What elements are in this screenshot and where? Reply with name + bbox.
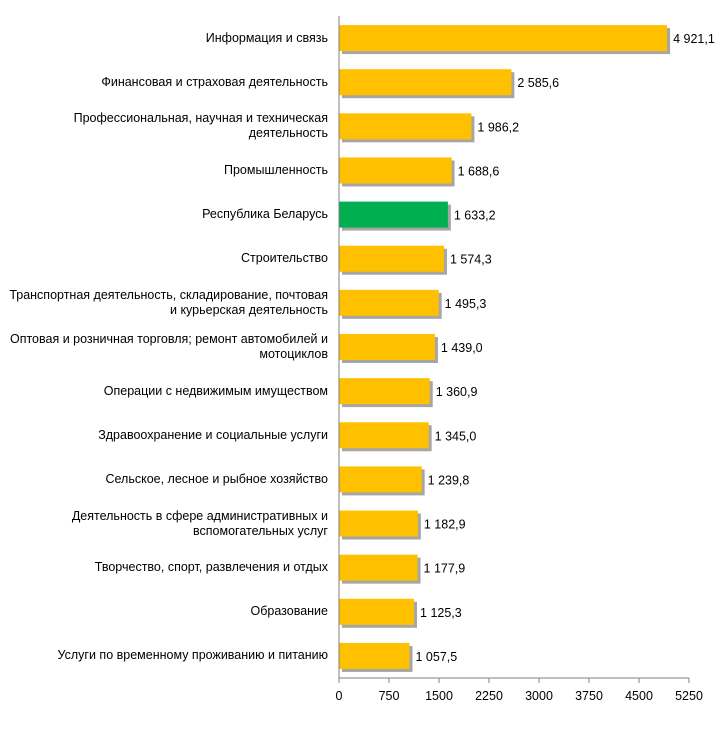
value-label: 2 585,6 [517, 76, 559, 90]
category-label: Республика Беларусь [202, 207, 328, 222]
category-label: Деятельность в сфере административных и … [71, 508, 328, 538]
value-label: 1 125,3 [420, 606, 462, 620]
category-label: Творчество, спорт, развлечения и отдых [94, 560, 328, 575]
category-label: Финансовая и страховая деятельность [101, 74, 328, 89]
value-label: 1 239,8 [428, 473, 470, 487]
value-label: 1 177,9 [424, 562, 466, 576]
value-labels: 4 921,1 2 585,6 1 986,2 1 688,6 1 633,2 1 574… [416, 32, 715, 664]
bar [339, 69, 512, 96]
bar [339, 378, 430, 405]
category-label: Оптовая и розничная торговля; ремонт авт… [9, 331, 328, 361]
value-label: 1 182,9 [424, 518, 466, 532]
x-axis: 0 750 1500 2250 3000 3750 4500 5250 [336, 16, 703, 703]
value-label: 1 439,0 [441, 341, 483, 355]
bar [339, 289, 439, 316]
value-label: 1 574,3 [450, 253, 492, 267]
value-label: 1 633,2 [454, 209, 496, 223]
category-label: Здравоохранение и социальные услуги [98, 427, 328, 442]
category-label: Услуги по временному проживанию и питани… [57, 648, 328, 663]
category-label: Профессиональная, научная и техническая … [73, 111, 328, 141]
x-tick-label: 3750 [575, 689, 603, 703]
x-tick-label: 3000 [525, 689, 553, 703]
bar [339, 642, 410, 669]
bar [339, 201, 448, 228]
value-label: 4 921,1 [673, 32, 715, 46]
value-label: 1 057,5 [416, 650, 458, 664]
value-label: 1 495,3 [445, 297, 487, 311]
value-label: 1 986,2 [477, 120, 519, 134]
bar [339, 598, 415, 625]
bar [339, 157, 452, 184]
value-label: 1 345,0 [435, 429, 477, 443]
category-label: Промышленность [224, 162, 328, 177]
bar [339, 554, 418, 581]
category-label: Транспортная деятельность, складирование… [9, 287, 328, 317]
x-tick-label: 2250 [475, 689, 503, 703]
category-label: Строительство [241, 251, 328, 266]
value-label: 1 688,6 [458, 164, 500, 178]
category-label: Операции с недвижимым имуществом [103, 383, 328, 398]
bar [339, 25, 668, 52]
bar [339, 113, 472, 140]
x-tick-label: 1500 [425, 689, 453, 703]
bar [339, 510, 418, 537]
x-tick-label: 750 [379, 689, 400, 703]
category-label: Сельское, лесное и рыбное хозяйство [105, 471, 328, 486]
x-tick-label: 4500 [625, 689, 653, 703]
category-label: Образование [250, 604, 328, 619]
x-tick-label: 0 [336, 689, 343, 703]
bar [339, 466, 422, 493]
bar [339, 334, 435, 360]
value-label: 1 360,9 [436, 385, 478, 399]
category-label: Информация и связь [205, 30, 328, 45]
bar [339, 245, 444, 272]
bar [339, 422, 429, 449]
x-tick-label: 5250 [675, 689, 703, 703]
bars [339, 25, 668, 669]
